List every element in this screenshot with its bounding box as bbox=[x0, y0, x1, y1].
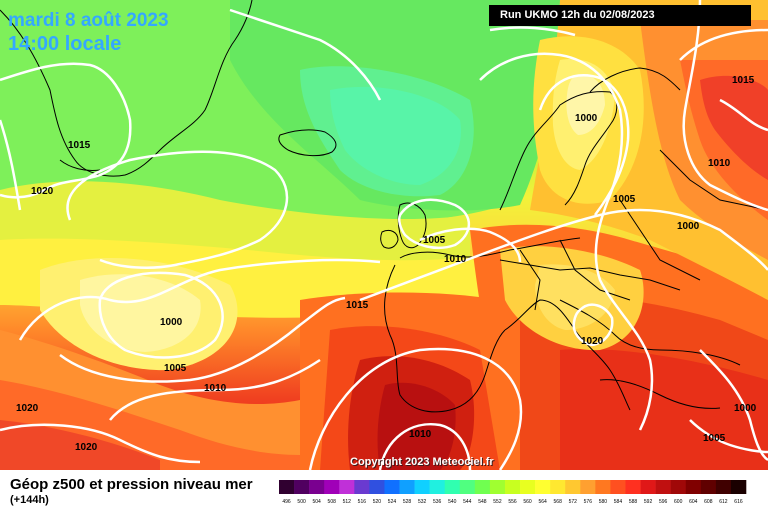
legend-tick-label: 512 bbox=[343, 499, 352, 505]
legend-swatch bbox=[309, 480, 325, 494]
legend-tick-label: 588 bbox=[629, 499, 638, 505]
legend-swatch bbox=[550, 480, 566, 494]
isobar-label: 1010 bbox=[204, 383, 227, 394]
isobar-label: 1000 bbox=[160, 317, 183, 328]
isobar-label: 1020 bbox=[31, 186, 54, 197]
legend-swatch bbox=[294, 480, 310, 494]
legend-swatch bbox=[339, 480, 355, 494]
legend-tick-label: 552 bbox=[493, 499, 502, 505]
legend-swatch bbox=[459, 480, 476, 494]
legend-swatch bbox=[429, 480, 446, 494]
legend-tick-label: 528 bbox=[403, 499, 412, 505]
legend-swatch bbox=[414, 480, 430, 494]
legend-swatch bbox=[324, 480, 340, 494]
legend-tick-label: 536 bbox=[433, 499, 442, 505]
isobar-label: 1005 bbox=[164, 363, 187, 374]
geopotential-map: 1015 1020 1000 1005 1010 1020 1020 1015 … bbox=[0, 0, 768, 470]
legend-tick-label: 560 bbox=[523, 499, 532, 505]
legend-swatch bbox=[700, 480, 717, 494]
isobar-label: 1010 bbox=[409, 429, 432, 440]
isobar-label: 1015 bbox=[732, 75, 755, 86]
isobar-labels: 1015 1020 1000 1005 1010 1020 1020 1015 … bbox=[16, 75, 757, 453]
legend-tick-label: 548 bbox=[478, 499, 487, 505]
map-footer: Géop z500 et pression niveau mer (+144h)… bbox=[0, 470, 768, 512]
isobar-label: 1020 bbox=[75, 442, 98, 453]
forecast-time: 14:00 locale bbox=[8, 33, 122, 55]
map-title: Géop z500 et pression niveau mer bbox=[10, 476, 253, 493]
legend-tick-label: 604 bbox=[689, 499, 698, 505]
isobar-label: 1005 bbox=[423, 235, 446, 246]
legend-swatch bbox=[685, 480, 702, 494]
forecast-date: mardi 8 août 2023 bbox=[8, 10, 169, 31]
legend-swatch bbox=[354, 480, 370, 494]
isobar-label: 1000 bbox=[677, 221, 700, 232]
legend-swatch bbox=[655, 480, 671, 494]
isobar-label: 1000 bbox=[575, 113, 598, 124]
legend-tick-label: 500 bbox=[297, 499, 306, 505]
legend-tick-label: 600 bbox=[674, 499, 683, 505]
legend-swatch bbox=[730, 480, 747, 494]
isobar-label: 1015 bbox=[68, 140, 91, 151]
model-run-label: Run UKMO 12h du 02/08/2023 bbox=[489, 5, 751, 26]
legend-tick-label: 572 bbox=[569, 499, 578, 505]
legend-tick-label: 544 bbox=[463, 499, 472, 505]
legend-tick-label: 504 bbox=[312, 499, 321, 505]
legend-swatch bbox=[595, 480, 611, 494]
forecast-lead-time: (+144h) bbox=[10, 494, 49, 506]
isobar-label: 1005 bbox=[703, 433, 726, 444]
isobar-label: 1010 bbox=[708, 158, 731, 169]
legend-swatch bbox=[715, 480, 732, 494]
legend-swatch bbox=[610, 480, 626, 494]
legend-swatch bbox=[504, 480, 521, 494]
legend-swatch bbox=[369, 480, 385, 494]
legend-swatch bbox=[565, 480, 581, 494]
legend-swatch bbox=[474, 480, 491, 494]
legend-tick-label: 596 bbox=[659, 499, 668, 505]
legend-tick-label: 616 bbox=[734, 499, 743, 505]
isobar-label: 1020 bbox=[581, 336, 604, 347]
legend-tick-label: 524 bbox=[388, 499, 397, 505]
geopotential-field bbox=[0, 0, 768, 470]
isobar-lines bbox=[0, 0, 768, 470]
legend-swatch bbox=[384, 480, 400, 494]
coastlines bbox=[0, 0, 768, 413]
legend-tick-label: 520 bbox=[373, 499, 382, 505]
legend-swatch bbox=[279, 480, 295, 494]
isobar-label: 1005 bbox=[613, 194, 636, 205]
isobar-label: 1015 bbox=[346, 300, 369, 311]
legend-tick-label: 580 bbox=[599, 499, 608, 505]
isobar-label: 1010 bbox=[444, 254, 467, 265]
legend-swatch bbox=[580, 480, 596, 494]
legend-tick-label: 556 bbox=[508, 499, 517, 505]
legend-tick-label: 540 bbox=[448, 499, 457, 505]
legend-swatch bbox=[625, 480, 641, 494]
legend-swatch bbox=[520, 480, 536, 494]
legend-swatch bbox=[640, 480, 656, 494]
legend-swatch bbox=[535, 480, 551, 494]
legend-swatch bbox=[670, 480, 687, 494]
isobar-label: 1000 bbox=[734, 403, 757, 414]
legend-tick-label: 612 bbox=[719, 499, 728, 505]
legend-swatch bbox=[399, 480, 415, 494]
legend-tick-label: 568 bbox=[554, 499, 563, 505]
legend-tick-label: 496 bbox=[282, 499, 291, 505]
legend-tick-label: 516 bbox=[358, 499, 367, 505]
legend-swatch bbox=[444, 480, 461, 494]
legend-tick-label: 584 bbox=[614, 499, 623, 505]
color-scale-legend: 496 500 504 508 512 516 520 524 528 532 536 540 544 5… bbox=[279, 480, 747, 505]
legend-tick-label: 576 bbox=[584, 499, 593, 505]
legend-tick-label: 592 bbox=[644, 499, 653, 505]
legend-tick-label: 532 bbox=[418, 499, 427, 505]
copyright-notice: Copyright 2023 Meteociel.fr bbox=[350, 456, 494, 468]
legend-swatch bbox=[489, 480, 506, 494]
legend-tick-label: 564 bbox=[538, 499, 547, 505]
legend-tick-label: 508 bbox=[328, 499, 337, 505]
isobar-label: 1020 bbox=[16, 403, 39, 414]
legend-tick-label: 608 bbox=[704, 499, 713, 505]
